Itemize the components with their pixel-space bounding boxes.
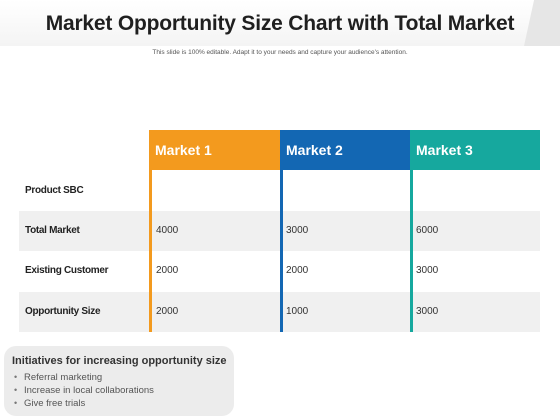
initiatives-list: • Referral marketing • Increase in local c…	[14, 371, 154, 410]
initiatives-title: Initiatives for increasing opportunity s…	[12, 355, 227, 367]
table-cell: 3000	[416, 265, 439, 276]
table-cell: 2000	[156, 265, 179, 276]
initiative-text: Increase in local collaborations	[24, 385, 154, 396]
initiative-text: Give free trials	[24, 398, 86, 409]
column-header-market-1: Market 1	[149, 130, 280, 170]
row-label-total-market: Total Market	[25, 225, 80, 236]
list-item: • Increase in local collaborations	[14, 384, 154, 397]
table-cell: 3000	[416, 306, 439, 317]
table-cell: 2000	[286, 265, 309, 276]
bullet-icon: •	[14, 398, 18, 408]
initiative-text: Referral marketing	[24, 372, 103, 383]
column-line-market-2	[280, 170, 283, 332]
market-table: Market 1 Market 2 Market 3 Product SBC T…	[19, 130, 540, 332]
table-cell: 2000	[156, 306, 179, 317]
column-line-market-1	[149, 170, 152, 332]
bullet-icon: •	[14, 372, 18, 382]
bullet-icon: •	[14, 385, 18, 395]
row-band	[19, 292, 540, 332]
row-label-opportunity-size: Opportunity Size	[25, 306, 101, 317]
column-header-market-2: Market 2	[280, 130, 410, 170]
column-line-market-3	[410, 170, 413, 332]
column-header-market-3: Market 3	[410, 130, 540, 170]
table-cell: 6000	[416, 225, 439, 236]
title-bar	[0, 0, 560, 46]
table-cell: 4000	[156, 225, 179, 236]
table-cell: 3000	[286, 225, 309, 236]
list-item: • Give free trials	[14, 397, 154, 410]
page-subtitle: This slide is 100% editable. Adapt it to…	[152, 49, 408, 56]
page-title: Market Opportunity Size Chart with Total…	[45, 12, 515, 35]
row-label-product-sbc: Product SBC	[25, 185, 84, 196]
list-item: • Referral marketing	[14, 371, 154, 384]
table-cell: 1000	[286, 306, 309, 317]
row-label-existing-customer: Existing Customer	[25, 265, 109, 276]
row-band	[19, 211, 540, 251]
initiatives-box: Initiatives for increasing opportunity s…	[4, 346, 234, 416]
